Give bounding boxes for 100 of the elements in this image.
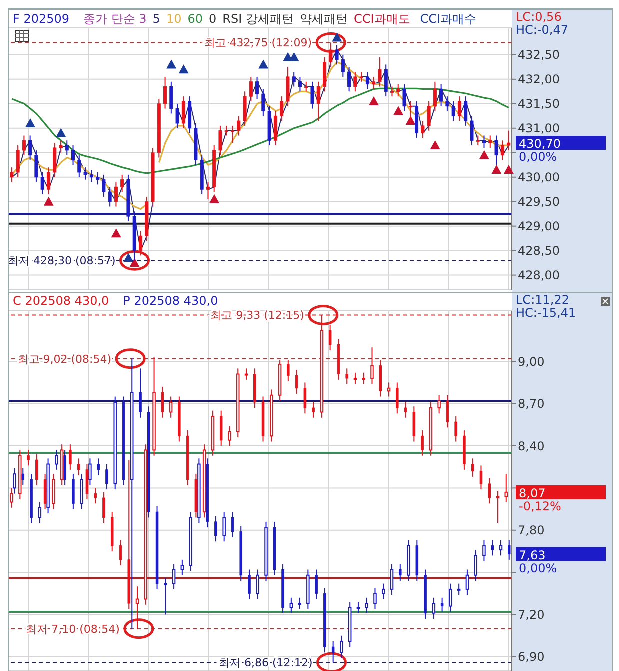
text: 8,07: [519, 486, 546, 500]
y-tick-label: 8,40: [518, 439, 545, 454]
candlestick: [384, 64, 388, 98]
point: [394, 106, 404, 116]
legend-title: 종가 단순 3: [84, 12, 147, 26]
candlestick: [224, 125, 228, 136]
text: HC:-15,41: [516, 306, 578, 320]
point: [504, 165, 514, 174]
y-tick-label: 430,00: [518, 170, 560, 185]
point: [25, 118, 36, 128]
y-tick-label: 431,50: [518, 97, 560, 112]
candlestick: [482, 135, 486, 148]
candlestick: [298, 76, 302, 92]
candlestick: [40, 172, 44, 196]
candlestick: [341, 54, 345, 78]
y-tick-label: 7,20: [518, 608, 545, 622]
text: RSI 강세패턴: [222, 12, 294, 26]
candlestick: [476, 135, 480, 146]
ref-line-label: 최고 432,75 (12:09): [204, 36, 312, 50]
candlestick: [458, 96, 462, 122]
candlestick: [427, 100, 431, 132]
candlestick: [292, 72, 296, 88]
y-tick-label: 7,80: [518, 524, 545, 538]
candlestick: [96, 172, 100, 186]
point: [124, 253, 134, 262]
candlestick: [329, 42, 333, 68]
ref-line-label: 최고 9,02 (08:54): [18, 352, 112, 366]
y-tick-label: 8,70: [518, 397, 545, 412]
candlestick: [316, 81, 320, 122]
candlestick: [408, 100, 412, 124]
candlestick: [396, 84, 400, 98]
point: [44, 196, 54, 206]
candlestick: [470, 116, 474, 146]
point: [56, 128, 66, 138]
y-tick-label: 6,90: [518, 650, 545, 664]
candlestick: [182, 96, 186, 129]
candlestick: [120, 174, 124, 193]
candlestick: [249, 76, 253, 102]
point: [166, 60, 177, 69]
candlestick: [452, 100, 456, 122]
point: [178, 64, 189, 74]
y-tick-label: 9,00: [518, 354, 545, 369]
point: [209, 194, 220, 204]
point: [258, 60, 269, 69]
candlestick: [114, 182, 118, 208]
candlestick: [90, 170, 94, 183]
candlestick: [176, 103, 180, 129]
y-tick-label: 429,00: [518, 220, 560, 234]
point: [479, 150, 490, 160]
candlestick: [59, 140, 63, 154]
candlestick: [84, 167, 88, 180]
text: 0,00%: [519, 150, 558, 164]
candlestick: [421, 120, 425, 139]
candlestick: [360, 72, 364, 82]
text: 10: [166, 12, 182, 26]
candlestick: [366, 72, 370, 90]
candlestick: [440, 84, 444, 107]
candlestick: [256, 76, 260, 100]
ref-line-label: 최저 7,10 (08:54): [26, 622, 120, 636]
candlestick: [10, 167, 14, 183]
candlestick: [348, 66, 352, 92]
candlestick: [402, 84, 406, 112]
text: CCI과매도: [354, 12, 410, 26]
candlestick: [170, 81, 174, 114]
text: C 202508 430,0: [13, 294, 110, 308]
point: [111, 228, 122, 238]
candlestick: [28, 135, 32, 161]
y-tick-label: 431,00: [518, 122, 560, 136]
text: LC:0,56: [516, 10, 563, 24]
text: 0: [209, 12, 217, 26]
y-tick-label: 432,00: [518, 72, 560, 87]
text: 7,63: [519, 548, 546, 562]
candlestick: [433, 81, 437, 112]
y-tick-label: 429,50: [518, 195, 560, 210]
candlestick: [22, 135, 26, 156]
candlestick: [102, 174, 106, 198]
text: 430,70: [519, 137, 561, 152]
text: -0,12%: [519, 499, 562, 514]
candlestick: [34, 150, 38, 183]
text: P 202508 430,0: [123, 294, 218, 308]
text: CCI과매수: [420, 12, 477, 26]
candlestick: [72, 145, 76, 166]
candlestick: [164, 76, 168, 110]
text: 5: [152, 12, 160, 26]
candlestick: [335, 44, 339, 66]
candlestick: [218, 125, 222, 156]
candlestick: [231, 125, 234, 144]
candlestick: [304, 81, 308, 92]
candlestick: [16, 145, 20, 178]
text: LC:11,22: [516, 293, 570, 307]
candlestick: [354, 72, 358, 92]
text: 0,00%: [519, 561, 558, 576]
candlestick: [488, 135, 492, 148]
y-tick-label: 432,50: [518, 48, 560, 62]
point: [368, 96, 379, 106]
text: HC:-0,47: [516, 23, 570, 37]
text: F 202509: [13, 12, 70, 26]
candlestick: [494, 135, 498, 166]
candlestick: [138, 230, 142, 256]
candlestick: [507, 130, 511, 151]
